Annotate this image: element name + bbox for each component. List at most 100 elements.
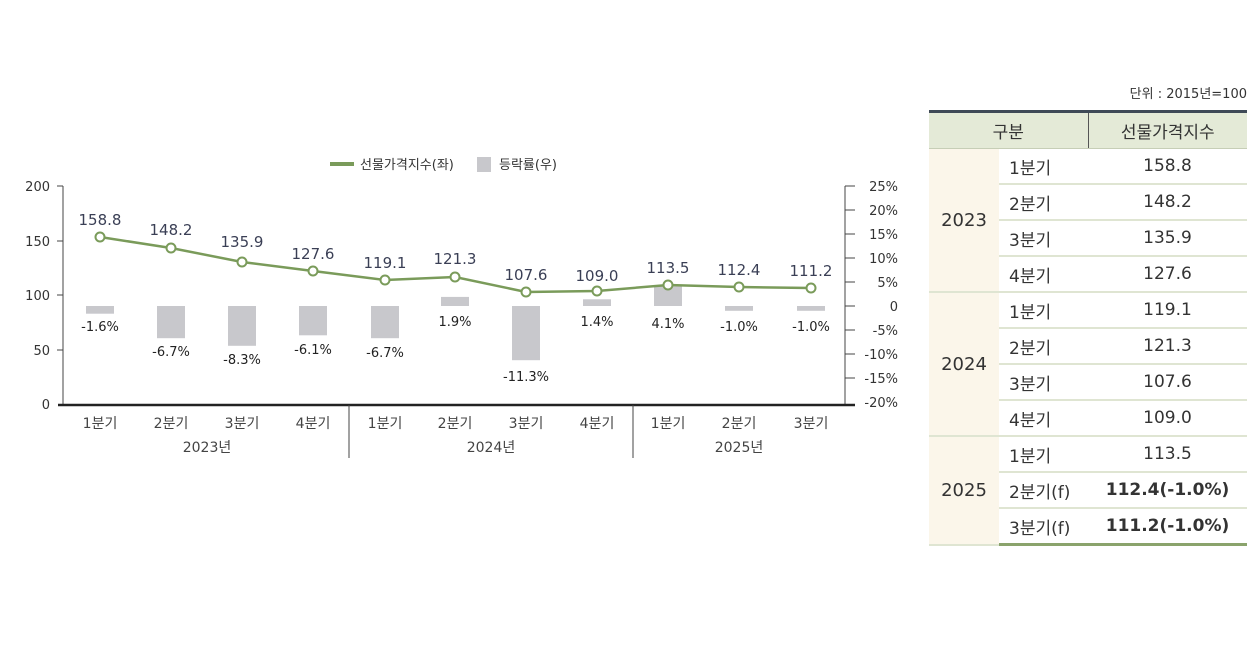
legend-bar-label: 등락률(우) [499,158,557,173]
bar [228,306,256,346]
table-row: 4분기 127.6 [929,256,1247,293]
combo-chart: 선물가격지수(좌) 등락률(우) 200 150 100 50 0 25% 20… [25,157,898,458]
value-cell: 121.3 [1088,328,1247,365]
left-axis: 200 150 100 50 0 [25,180,64,413]
quarter-cell: 3분기(f) [999,508,1088,546]
data-point [805,282,817,294]
x-tick-quarter: 3분기 [509,416,544,432]
table-row: 2분기 121.3 [929,328,1247,365]
value-label: 148.2 [150,221,193,239]
quarter-cell: 3분기 [999,220,1088,257]
pct-label: -8.3% [223,353,261,368]
x-tick-year-2025: 2025년 [715,440,764,456]
value-label: 112.4 [718,261,761,279]
year-cell: 2023 [929,148,999,293]
table-row: 3분기 135.9 [929,220,1247,257]
data-point [94,231,106,243]
quarter-cell: 2분기 [999,184,1088,221]
value-label: 127.6 [292,245,335,263]
data-point [733,281,745,293]
x-tick-quarter: 2분기 [154,416,189,432]
year-cell: 2024 [929,291,999,437]
value-cell: 135.9 [1088,220,1247,257]
header-index: 선물가격지수 [1088,110,1247,149]
pct-label: -6.1% [294,343,332,358]
right-tick-minus15: -15% [864,372,898,387]
bar-series [86,286,825,361]
value-cell: 107.6 [1088,364,1247,401]
data-point [662,279,674,291]
quarter-cell: 4분기 [999,400,1088,437]
value-cell: 127.6 [1088,256,1247,293]
value-label: 119.1 [364,254,407,272]
x-tick-year-2024: 2024년 [467,440,516,456]
right-tick-minus10: -10% [864,348,898,363]
x-tick-quarter: 1분기 [651,416,686,432]
legend-bar-swatch [477,157,491,172]
table-row: 2분기(f) 112.4(-1.0%) [929,472,1247,509]
year-cell: 2025 [929,435,999,546]
left-tick-100: 100 [25,289,50,304]
bar [512,306,540,361]
bar [797,306,825,311]
x-tick-quarter: 2분기 [438,416,473,432]
quarter-cell: 1분기 [999,435,1088,473]
x-tick-quarter: 3분기 [794,416,829,432]
line-labels: 158.8 148.2 135.9 127.6 119.1 121.3 107.… [79,211,833,285]
pct-label: -1.0% [720,320,758,335]
value-label: 107.6 [505,266,548,284]
pct-label: -1.0% [792,320,830,335]
right-tick-10: 10% [869,252,898,267]
line-series [94,231,817,298]
x-tick-year-2023: 2023년 [183,440,232,456]
value-cell: 109.0 [1088,400,1247,437]
right-tick-0: 0 [890,300,898,315]
data-point [520,286,532,298]
value-label: 121.3 [434,250,477,268]
right-tick-minus5: -5% [873,324,898,339]
pct-label: -6.7% [152,345,190,360]
x-tick-quarter: 4분기 [580,416,615,432]
right-tick-25: 25% [869,180,898,195]
table-row: 2023 1분기 158.8 [929,148,1247,293]
right-tick-minus20: -20% [864,396,898,411]
forecast-value-cell: 111.2(-1.0%) [1088,508,1247,546]
data-point [165,242,177,254]
quarter-cell: 1분기 [999,291,1088,329]
quarter-cell: 1분기 [999,148,1088,185]
legend-line-label: 선물가격지수(좌) [360,158,454,173]
right-axis: 25% 20% 15% 10% 5% 0 -5% -10% -15% -20% [844,180,898,411]
pct-label: -1.6% [81,320,119,335]
table-row: 2025 1분기 113.5 [929,435,1247,546]
value-label: 113.5 [647,259,690,277]
bar [299,306,327,336]
quarter-cell: 2분기 [999,328,1088,365]
quarter-cell: 2분기(f) [999,472,1088,509]
data-point [449,271,461,283]
pct-label: 1.9% [438,315,471,330]
data-point [307,265,319,277]
bar [441,296,469,306]
x-tick-quarter: 3분기 [225,416,260,432]
table-row: 4분기 109.0 [929,400,1247,437]
bar [86,306,114,314]
pct-label: -11.3% [503,370,549,385]
unit-note: 단위 : 2015년=100 [1129,87,1247,102]
right-tick-15: 15% [869,228,898,243]
value-cell: 119.1 [1088,291,1247,329]
bar-labels: -1.6% -6.7% -8.3% -6.1% -6.7% 1.9% -11.3… [81,315,830,385]
table-row: 3분기 107.6 [929,364,1247,401]
pct-label: 1.4% [580,315,613,330]
pct-label: -6.7% [366,346,404,361]
quarter-cell: 4분기 [999,256,1088,293]
header-gubun: 구분 [929,110,1089,149]
left-tick-150: 150 [25,235,50,250]
table-row: 3분기(f) 111.2(-1.0%) [929,508,1247,546]
bar [157,306,185,339]
value-cell: 113.5 [1088,435,1247,473]
bar [725,306,753,311]
bar [583,299,611,306]
right-tick-20: 20% [869,204,898,219]
data-point [236,256,248,268]
quarter-cell: 3분기 [999,364,1088,401]
